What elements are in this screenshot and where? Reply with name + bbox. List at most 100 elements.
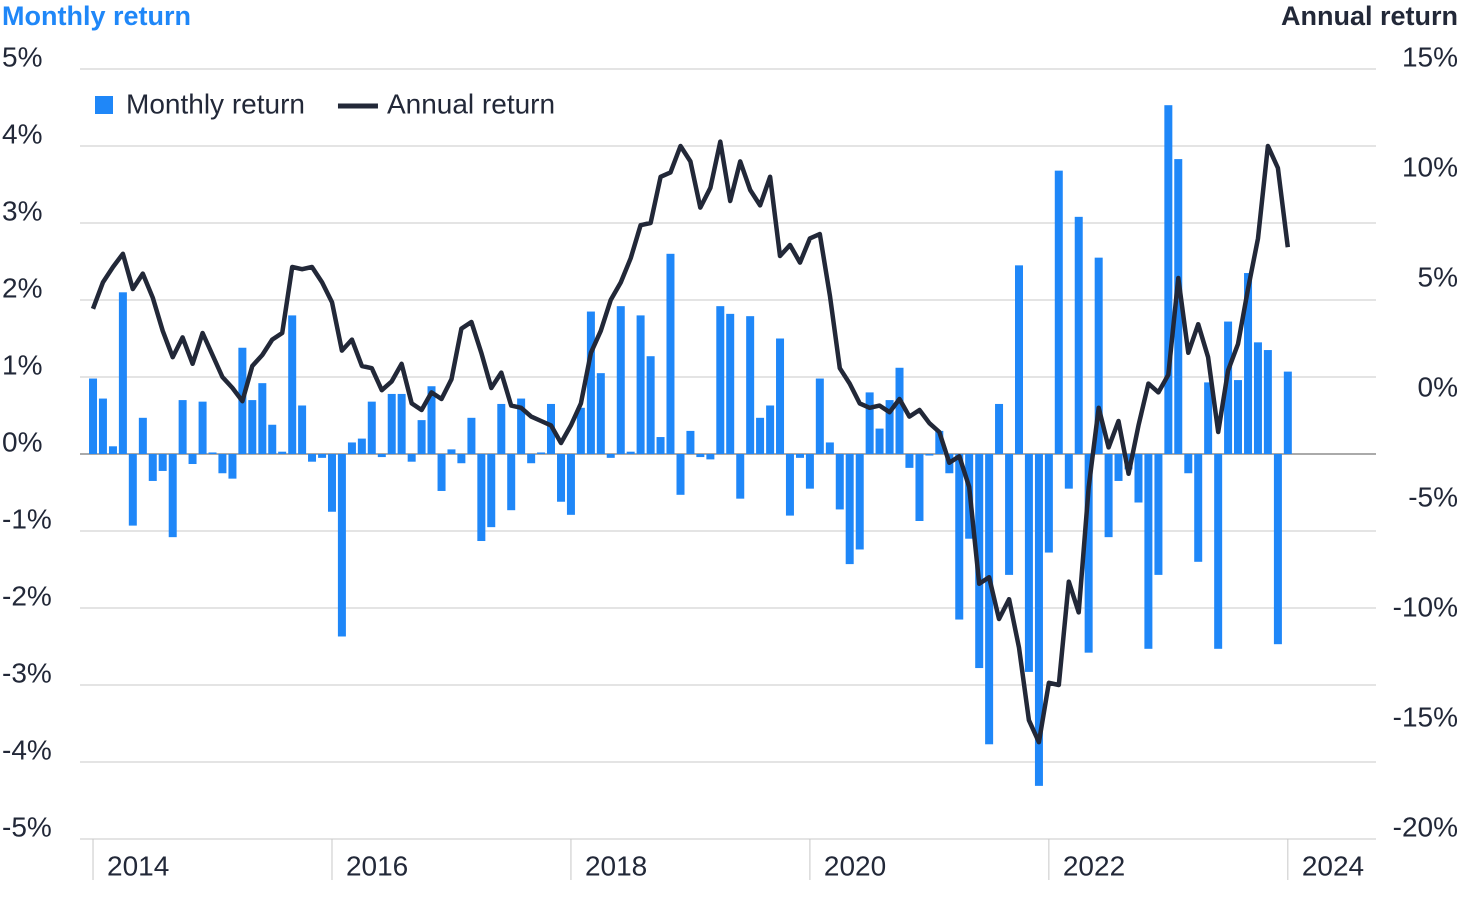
y-tick-label: 3% [2, 195, 42, 226]
y-tick-label: 0% [2, 426, 42, 457]
bar [318, 454, 327, 458]
y2-tick-label: 0% [1418, 371, 1458, 402]
bar [835, 454, 844, 510]
bar [497, 403, 506, 454]
bar [985, 454, 994, 745]
bar [955, 454, 964, 620]
bar [387, 393, 396, 454]
bar [776, 338, 785, 454]
bar [128, 454, 137, 526]
bar [1134, 454, 1143, 503]
bar [935, 430, 944, 454]
bar [875, 428, 884, 454]
bar [407, 454, 416, 462]
bar [925, 454, 934, 456]
bar [696, 454, 705, 458]
bar [1044, 454, 1053, 553]
bar [805, 454, 814, 489]
bar [258, 383, 267, 454]
bar [98, 398, 107, 454]
bar [308, 454, 317, 462]
bar [656, 437, 665, 454]
bar [626, 451, 635, 454]
bar [1114, 454, 1123, 481]
bar [885, 400, 894, 454]
bar [537, 452, 546, 454]
bar [397, 393, 406, 454]
y2-tick-label: 15% [1402, 41, 1458, 72]
bar [168, 454, 177, 538]
bar [457, 454, 466, 464]
bar [825, 442, 834, 454]
legend-swatch [95, 96, 113, 114]
bar [178, 400, 187, 454]
y-tick-label: -5% [2, 811, 52, 842]
bar [686, 430, 695, 454]
x-tick-label: 2014 [107, 850, 169, 881]
bar [1263, 350, 1272, 454]
bar [1253, 342, 1262, 454]
bar [437, 454, 446, 491]
bar [467, 417, 476, 454]
bar [487, 454, 496, 528]
bar [576, 407, 585, 454]
bar [616, 306, 625, 454]
bar [865, 392, 874, 454]
bar [785, 454, 794, 516]
bar [208, 452, 217, 454]
bar [726, 313, 735, 454]
bar [855, 454, 864, 550]
y-axis-title: Monthly return [2, 1, 191, 31]
bar [347, 442, 356, 454]
bar [477, 454, 486, 542]
bar [1084, 454, 1093, 653]
y2-tick-label: -15% [1393, 701, 1458, 732]
bar [89, 378, 98, 454]
bar [646, 356, 655, 454]
bar [298, 405, 307, 454]
bar [716, 306, 725, 454]
bar [815, 378, 824, 454]
y-tick-label: -3% [2, 657, 52, 688]
bar [357, 438, 366, 454]
bar [367, 401, 376, 454]
bar [756, 417, 765, 454]
bar [736, 454, 745, 499]
bar [417, 420, 426, 454]
y2-tick-label: -10% [1393, 591, 1458, 622]
bar [288, 315, 297, 454]
x-tick-label: 2020 [824, 850, 886, 881]
bar [517, 398, 526, 454]
bar [1104, 454, 1113, 538]
bar [706, 454, 715, 460]
bar [676, 454, 685, 495]
bar [188, 454, 197, 465]
bar [1234, 380, 1243, 454]
y-tick-label: -2% [2, 580, 52, 611]
bar [596, 373, 605, 454]
bar [1024, 454, 1033, 672]
bar [1064, 454, 1073, 489]
bar [586, 311, 595, 454]
bar [1094, 257, 1103, 454]
bar [636, 315, 645, 454]
x-tick-label: 2018 [585, 850, 647, 881]
bar [118, 292, 127, 454]
bar [915, 454, 924, 521]
bar [527, 454, 536, 464]
y-tick-label: 5% [2, 41, 42, 72]
bar [327, 454, 336, 512]
y2-tick-label: -5% [1408, 481, 1458, 512]
bar [198, 401, 207, 454]
bar [1074, 216, 1083, 454]
bar [1214, 454, 1223, 649]
bar [1184, 454, 1193, 474]
legend-label: Monthly return [126, 88, 305, 119]
bar [228, 454, 237, 479]
bar [507, 454, 516, 511]
bar [377, 454, 386, 458]
bar [1244, 273, 1253, 454]
bar [895, 367, 904, 454]
y2-tick-label: -20% [1393, 811, 1458, 842]
